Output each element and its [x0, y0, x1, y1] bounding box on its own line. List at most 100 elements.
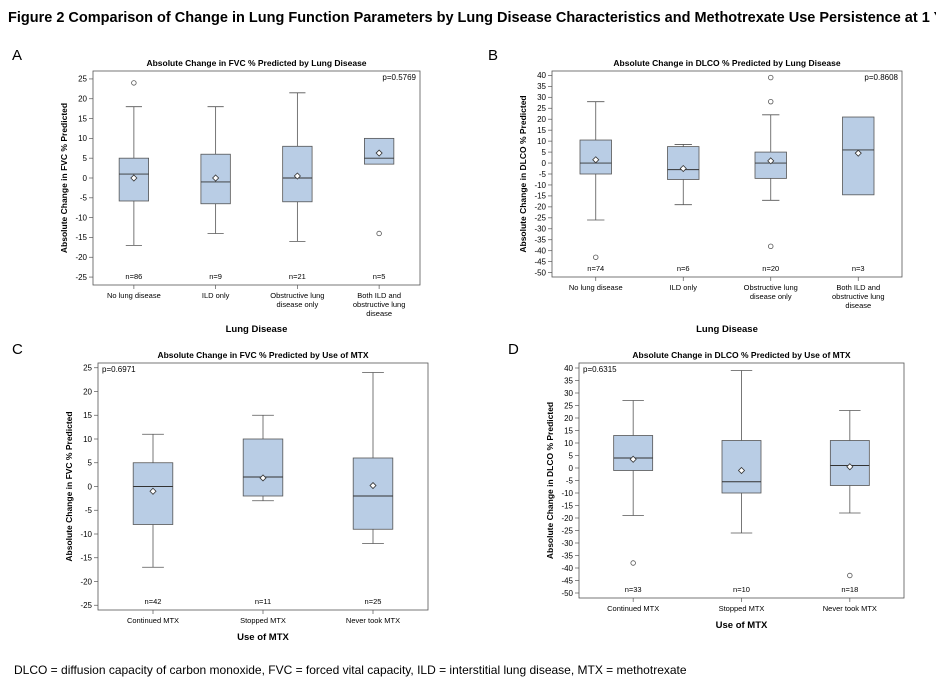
- plot-title: Absolute Change in DLCO % Predicted by L…: [613, 58, 840, 68]
- y-tick-label: 25: [564, 401, 573, 410]
- x-tick-label: Never took MTX: [823, 604, 877, 613]
- y-axis-label: Absolute Change in DLCO % Predicted: [518, 95, 528, 252]
- y-tick-label: -50: [561, 589, 573, 598]
- y-tick-label: 35: [537, 82, 546, 91]
- y-tick-label: -10: [561, 489, 573, 498]
- box-iqr: [118, 157, 149, 202]
- mean-marker: [293, 172, 301, 180]
- box-iqr: [613, 435, 654, 471]
- y-tick-label: -20: [534, 203, 546, 212]
- x-tick-label: No lung disease: [569, 283, 623, 292]
- box-group: Never took MTX n=25: [346, 372, 400, 625]
- x-tick-label: disease only: [750, 292, 792, 301]
- mean-marker: [259, 474, 267, 482]
- n-label: n=9: [209, 272, 222, 281]
- y-axis-label: Absolute Change in FVC % Predicted: [64, 411, 74, 561]
- mean-marker: [737, 466, 746, 475]
- mean-marker: [369, 481, 377, 490]
- n-label: n=42: [145, 597, 162, 606]
- y-tick-label: -30: [561, 539, 573, 548]
- x-axis-label: Use of MTX: [237, 632, 289, 643]
- mean-marker: [629, 455, 637, 463]
- box-iqr: [829, 440, 870, 486]
- y-tick-label: -10: [534, 181, 546, 190]
- y-tick-label: 0: [542, 159, 547, 168]
- n-label: n=74: [587, 264, 604, 273]
- y-tick-label: 25: [537, 104, 546, 113]
- outlier-point: [768, 98, 774, 105]
- y-tick-label: 40: [564, 364, 573, 373]
- outlier-point: [630, 560, 636, 566]
- y-tick-label: -10: [80, 530, 92, 539]
- box-group: Continued MTX n=33: [607, 400, 659, 613]
- panel-c: C Absolute Change in FVC % Predicted by U…: [8, 340, 442, 643]
- y-tick-label: -20: [561, 514, 573, 523]
- box-group: Never took MTX n=18: [823, 410, 877, 613]
- y-tick-label: -25: [75, 273, 87, 282]
- y-tick-label: 20: [83, 387, 92, 396]
- box-iqr: [352, 457, 394, 530]
- outlier-point: [847, 572, 853, 579]
- x-axis-label: Lung Disease: [696, 324, 758, 335]
- panel-letter: B: [488, 47, 498, 64]
- x-tick-label: obstructive lung: [353, 300, 406, 309]
- x-tick-label: Both ILD and: [836, 283, 880, 292]
- y-tick-label: -15: [80, 554, 92, 563]
- y-tick-label: 20: [78, 95, 87, 104]
- x-tick-label: Continued MTX: [127, 616, 179, 625]
- chart-svg: C Absolute Change in FVC % Predicted by U…: [12, 341, 429, 643]
- y-tick-label: -40: [561, 564, 573, 573]
- y-tick-label: -45: [561, 576, 573, 585]
- x-axis-label: Use of MTX: [716, 620, 768, 631]
- y-tick-label: 5: [542, 148, 547, 157]
- mean-marker: [846, 463, 854, 471]
- y-tick-label: 5: [569, 451, 574, 460]
- n-label: n=3: [852, 264, 865, 273]
- box-group: Continued MTX n=42: [127, 433, 179, 625]
- y-tick-label: 10: [83, 435, 92, 444]
- y-tick-label: 30: [564, 389, 573, 398]
- n-label: n=11: [255, 597, 271, 606]
- y-tick-label: 15: [83, 411, 92, 420]
- x-tick-label: obstructive lung: [832, 292, 885, 301]
- box-group: ILD only n=9: [200, 106, 231, 300]
- y-tick-label: 20: [537, 115, 546, 124]
- y-tick-label: -25: [80, 601, 92, 610]
- y-tick-label: 10: [537, 137, 546, 146]
- outlier-point: [131, 80, 137, 86]
- chart-svg: A Absolute Change in FVC % Predicted by L…: [12, 47, 421, 335]
- box-group: Stopped MTX n=10: [719, 370, 764, 613]
- outlier-point: [376, 230, 382, 237]
- box-group: No lung disease n=74: [569, 101, 623, 292]
- y-tick-label: 5: [83, 154, 88, 163]
- y-tick-label: 10: [78, 134, 87, 143]
- p-value: p=0.6971: [102, 365, 136, 374]
- chart-svg: D Absolute Change in DLCO % Predicted by …: [508, 341, 905, 631]
- y-tick-label: -15: [561, 501, 573, 510]
- x-tick-label: disease only: [277, 300, 319, 309]
- y-axis-label: Absolute Change in FVC % Predicted: [59, 103, 69, 253]
- plot-title: Absolute Change in DLCO % Predicted by U…: [632, 350, 851, 360]
- y-tick-label: 20: [564, 414, 573, 423]
- y-tick-label: 25: [78, 75, 87, 84]
- box-group: Stopped MTX n=11: [240, 414, 286, 625]
- plot-title: Absolute Change in FVC % Predicted by Us…: [157, 350, 368, 360]
- n-label: n=25: [365, 597, 382, 606]
- y-tick-label: 15: [78, 114, 87, 123]
- n-label: n=33: [625, 585, 642, 594]
- y-tick-label: 30: [537, 93, 546, 102]
- y-tick-label: -40: [534, 247, 546, 256]
- x-tick-label: Stopped MTX: [240, 616, 286, 625]
- panel-b: B Absolute Change in DLCO % Predicted by …: [484, 46, 914, 336]
- footnote: DLCO = diffusion capacity of carbon mono…: [14, 663, 687, 677]
- n-label: n=20: [762, 264, 779, 273]
- panel-letter: D: [508, 341, 519, 358]
- mean-marker: [592, 156, 600, 164]
- y-tick-label: -5: [539, 170, 547, 179]
- mean-marker: [854, 149, 862, 157]
- y-tick-label: -5: [80, 194, 88, 203]
- y-tick-label: 0: [83, 174, 88, 183]
